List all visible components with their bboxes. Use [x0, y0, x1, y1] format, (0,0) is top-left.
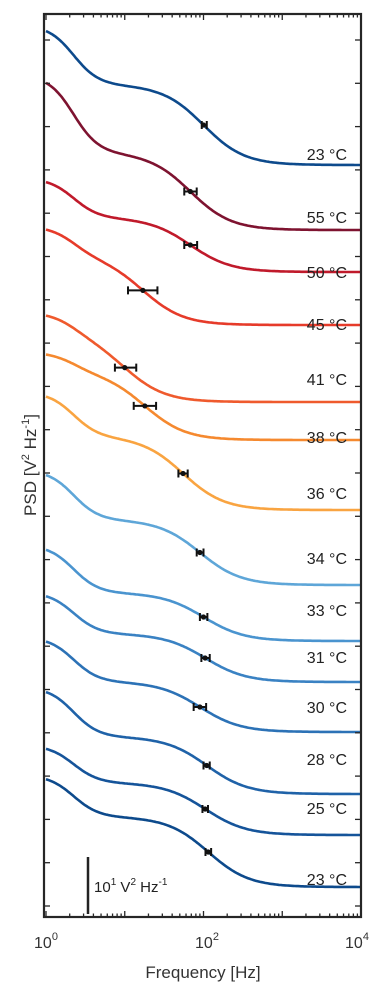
knee-point-0 — [200, 122, 207, 128]
knee-point-2 — [187, 242, 193, 248]
x-tick-label-1: 100 — [34, 931, 58, 952]
temperature-labels: 23 °C 55 °C 50 °C 45 °C 41 °C 38 °C 36 °C 34 °C… — [307, 147, 347, 889]
series-line-6 — [45, 395, 361, 512]
temperature-label-9: 31 °C — [307, 650, 347, 667]
scale-bar-label: 101 V2 Hz-1 — [94, 877, 168, 896]
series-line-3 — [45, 228, 361, 327]
temperature-label-13: 23 °C — [307, 872, 347, 889]
knee-point-1 — [187, 188, 193, 195]
knee-point-3 — [140, 287, 146, 293]
knee-point-11 — [204, 762, 210, 769]
knee-point-4 — [122, 365, 128, 371]
knee-point-9 — [202, 655, 208, 661]
knee-markers — [113, 120, 213, 856]
temperature-label-6: 36 °C — [307, 486, 347, 503]
knee-point-13 — [205, 849, 211, 855]
series-line-4 — [45, 314, 361, 404]
temperature-label-3: 45 °C — [307, 317, 347, 334]
series-line-1 — [45, 81, 361, 232]
x-tick-label-10000: 104 — [345, 931, 369, 952]
knee-point-5 — [142, 403, 148, 409]
knee-point-6 — [180, 470, 186, 477]
series-line-2 — [45, 180, 361, 274]
temperature-label-8: 33 °C — [307, 603, 347, 620]
temperature-label-4: 41 °C — [307, 372, 347, 389]
x-axis-label: Frequency [Hz] — [145, 963, 260, 982]
temperature-label-2: 50 °C — [307, 265, 347, 282]
knee-point-7 — [197, 549, 203, 556]
temperature-label-1: 55 °C — [307, 210, 347, 227]
y-axis-label: PSD [V2 Hz-1] — [20, 414, 40, 516]
axis-ticks — [44, 14, 361, 917]
series-line-10 — [45, 640, 361, 734]
knee-point-12 — [202, 806, 208, 812]
series-line-0 — [45, 29, 361, 167]
temperature-label-11: 28 °C — [307, 752, 347, 769]
temperature-label-7: 34 °C — [307, 551, 347, 568]
temperature-label-12: 25 °C — [307, 801, 347, 818]
series-line-13 — [45, 778, 361, 889]
temperature-label-5: 38 °C — [307, 430, 347, 447]
knee-point-8 — [200, 614, 207, 620]
x-tick-label-100: 102 — [195, 931, 219, 952]
plot-frame — [42, 12, 363, 919]
series-line-5 — [45, 353, 361, 442]
knee-point-10 — [197, 704, 203, 710]
temperature-label-10: 30 °C — [307, 700, 347, 717]
temperature-label-0: 23 °C — [307, 147, 347, 164]
